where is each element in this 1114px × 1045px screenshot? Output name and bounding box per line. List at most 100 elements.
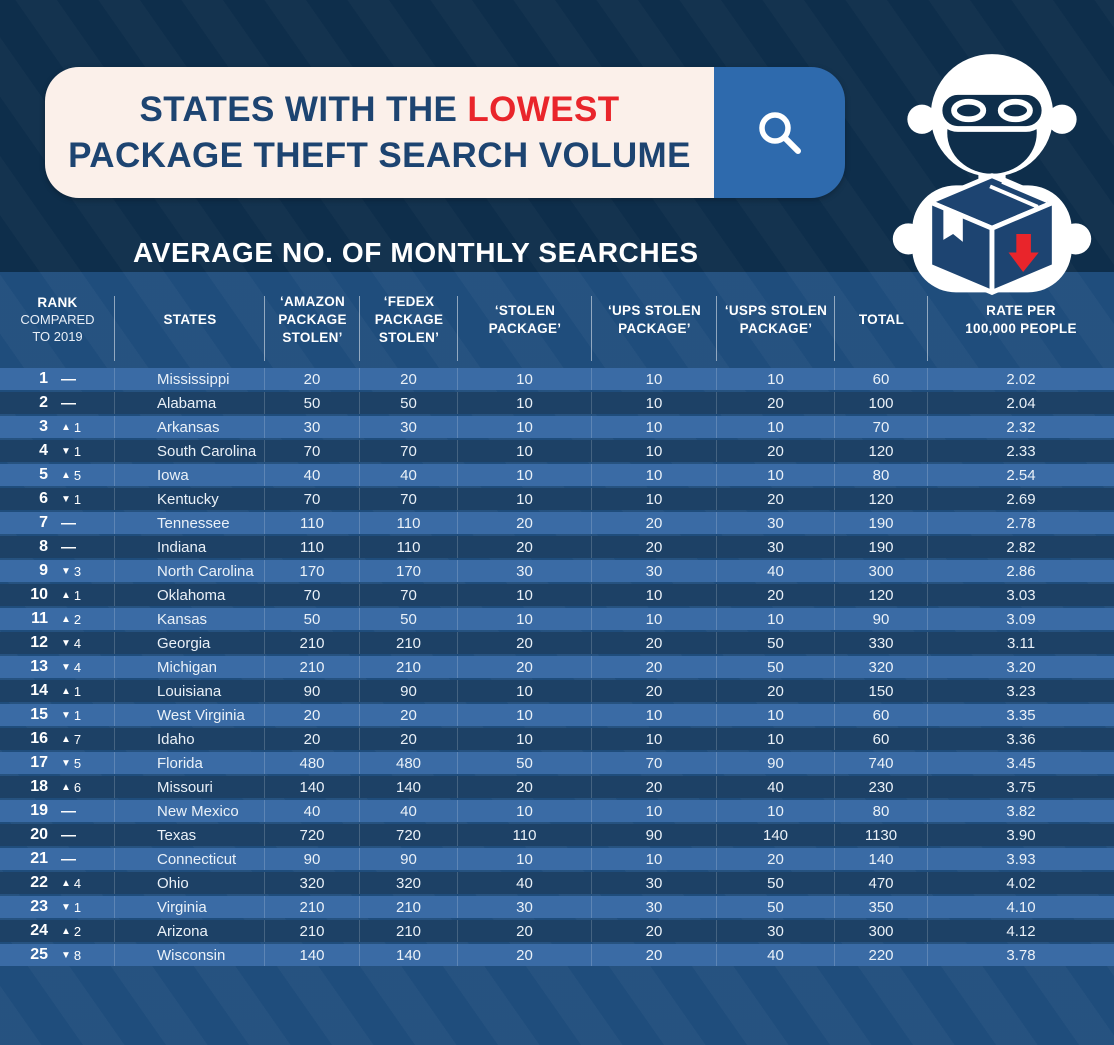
cell-rate: 3.03 <box>1006 586 1036 604</box>
table-row-5: 5 ▲ 5 Iowa 40 40 10 10 10 80 2.54 <box>0 464 1114 486</box>
rank-change-same-icon: — <box>61 370 76 388</box>
cell-rank: 8— <box>0 536 115 558</box>
cell-stolen: 50 <box>458 752 592 774</box>
rank-change-same-icon: — <box>61 826 76 844</box>
cell-state: New Mexico <box>115 800 265 822</box>
rank-change-down-icon: ▼ 4 <box>61 635 82 651</box>
rank-change-down-icon: ▼ 1 <box>61 899 82 915</box>
rank-number: 17 <box>30 754 48 771</box>
cell-fedex: 90 <box>360 680 458 702</box>
cell-state: Iowa <box>115 464 265 486</box>
rank-change-up-icon: ▲ 6 <box>61 779 82 795</box>
cell-ups: 20 <box>592 632 717 654</box>
cell-state: Arizona <box>115 920 265 942</box>
cell-ups: 10 <box>592 488 717 510</box>
cell-total: 330 <box>835 632 928 654</box>
rank-number: 10 <box>30 586 48 603</box>
cell-fedex: 110 <box>360 536 458 558</box>
cell-state: Idaho <box>115 728 265 750</box>
cell-rate: 3.36 <box>1006 730 1036 748</box>
cell-rate: 3.20 <box>1006 658 1036 676</box>
section-subtitle: AVERAGE NO. OF MONTHLY SEARCHES <box>133 237 699 268</box>
cell-amazon: 480 <box>265 752 360 774</box>
table-row-13: 13 ▼ 4 Michigan 210 210 20 20 50 320 3.20 <box>0 656 1114 678</box>
table-row-22: 22 ▲ 4 Ohio 320 320 40 30 50 470 4.02 <box>0 872 1114 894</box>
cell-fedex: 210 <box>360 656 458 678</box>
column-header-fedex: ‘FEDEX PACKAGE STOLEN’ <box>360 272 458 368</box>
cell-state: Missouri <box>115 776 265 798</box>
cell-amazon: 90 <box>265 680 360 702</box>
rank-number: 21 <box>30 850 48 867</box>
cell-state: Kentucky <box>115 488 265 510</box>
cell-ups: 20 <box>592 680 717 702</box>
cell-rate: 2.33 <box>1006 442 1036 460</box>
cell-stolen: 10 <box>458 368 592 390</box>
rank-number: 5 <box>39 466 48 483</box>
cell-stolen: 10 <box>458 728 592 750</box>
cell-amazon: 210 <box>265 632 360 654</box>
cell-stolen: 10 <box>458 848 592 870</box>
cell-state: Oklahoma <box>115 584 265 606</box>
rank-change-down-icon: ▼ 8 <box>61 947 82 963</box>
cell-state: Indiana <box>115 536 265 558</box>
cell-state: Mississippi <box>115 368 265 390</box>
cell-amazon: 50 <box>265 392 360 414</box>
table-row-25: 25 ▼ 8 Wisconsin 140 140 20 20 40 220 3.78 <box>0 944 1114 966</box>
cell-total: 70 <box>835 416 928 438</box>
title-prefix: STATES WITH THE <box>139 90 468 129</box>
cell-rate: 4.02 <box>1006 874 1036 892</box>
rank-change-down-icon: ▼ 5 <box>61 755 82 771</box>
cell-rank: 20 — <box>0 824 115 846</box>
table-row-14: 14 ▲ 1 Louisiana 90 90 10 20 20 150 3.23 <box>0 680 1114 702</box>
cell-fedex: 90 <box>360 848 458 870</box>
cell-stolen: 10 <box>458 464 592 486</box>
search-icon <box>758 111 801 154</box>
table-row-1: 1— Mississippi 20 20 10 10 10 60 2.02 <box>0 368 1114 390</box>
cell-fedex: 70 <box>360 440 458 462</box>
rank-number: 12 <box>30 634 48 651</box>
cell-total: 230 <box>835 776 928 798</box>
cell-fedex: 70 <box>360 488 458 510</box>
table-row-12: 12 ▼ 4 Georgia 210 210 20 20 50 330 3.11 <box>0 632 1114 654</box>
cell-total: 60 <box>835 704 928 726</box>
rank-change-up-icon: ▲ 1 <box>61 587 82 603</box>
table-row-10: 10 ▲ 1 Oklahoma 70 70 10 10 20 120 3.03 <box>0 584 1114 606</box>
table-row-4: 4 ▼ 1 South Carolina 70 70 10 10 20 120 2.33 <box>0 440 1114 462</box>
cell-usps: 40 <box>717 944 835 966</box>
cell-amazon: 720 <box>265 824 360 846</box>
cell-fedex: 70 <box>360 584 458 606</box>
rank-change-up-icon: ▲ 2 <box>61 611 82 627</box>
cell-rate: 2.32 <box>1006 418 1036 436</box>
rank-number: 15 <box>30 706 48 723</box>
rank-change-up-icon: ▲ 4 <box>61 875 82 891</box>
rank-number: 18 <box>30 778 48 795</box>
cell-fedex: 40 <box>360 800 458 822</box>
cell-rate: 3.35 <box>1006 706 1036 724</box>
cell-usps: 30 <box>717 536 835 558</box>
rank-change-down-icon: ▼ 3 <box>61 563 82 579</box>
rank-number: 6 <box>39 490 48 507</box>
cell-amazon: 210 <box>265 896 360 918</box>
cell-rate: 3.11 <box>1006 634 1036 652</box>
rank-change-down-icon: ▼ 1 <box>61 491 82 507</box>
table-row-9: 9 ▼ 3 North Carolina 170 170 30 30 40 300 2.86 <box>0 560 1114 582</box>
cell-ups: 10 <box>592 584 717 606</box>
rank-number: 4 <box>39 442 48 459</box>
table-row-6: 6 ▼ 1 Kentucky 70 70 10 10 20 120 2.69 <box>0 488 1114 510</box>
cell-rank: 2— <box>0 392 115 414</box>
cell-usps: 20 <box>717 584 835 606</box>
cell-usps: 30 <box>717 512 835 534</box>
cell-amazon: 210 <box>265 656 360 678</box>
cell-amazon: 20 <box>265 704 360 726</box>
rank-number: 7 <box>39 514 48 531</box>
cell-ups: 10 <box>592 848 717 870</box>
rank-number: 14 <box>30 682 48 699</box>
cell-stolen: 20 <box>458 536 592 558</box>
search-button[interactable] <box>714 67 845 198</box>
cell-stolen: 10 <box>458 488 592 510</box>
cell-state: Florida <box>115 752 265 774</box>
cell-total: 90 <box>835 608 928 630</box>
cell-amazon: 50 <box>265 608 360 630</box>
package-thief-icon <box>892 54 1092 295</box>
cell-rate: 2.82 <box>1006 538 1036 556</box>
